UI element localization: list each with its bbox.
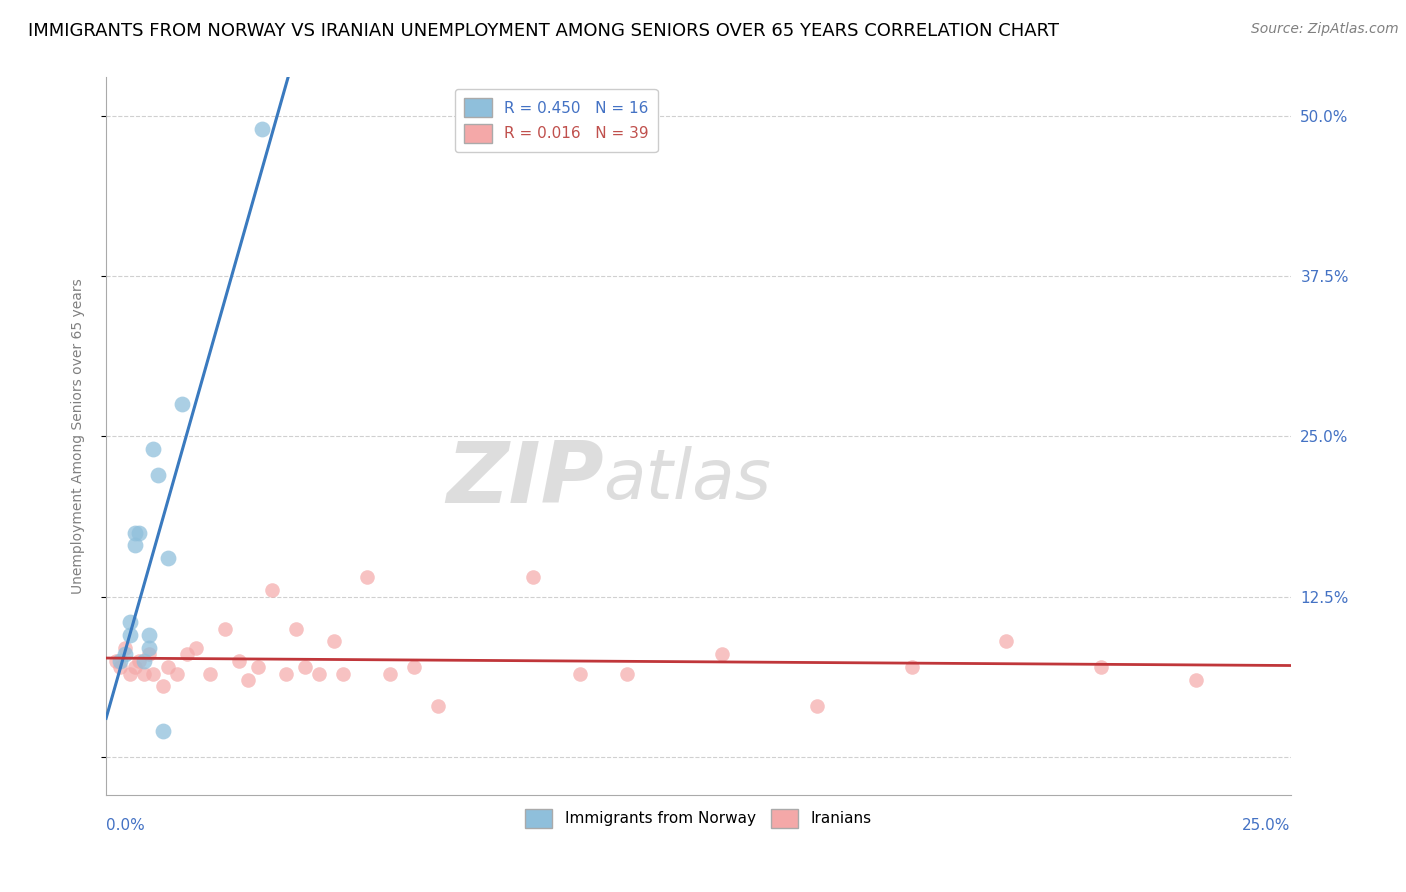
Point — [104, 654, 127, 668]
Point — [138, 640, 160, 655]
Point — [110, 660, 132, 674]
Point — [252, 121, 274, 136]
Point — [128, 654, 150, 668]
Point — [166, 666, 188, 681]
Text: 25.0%: 25.0% — [1243, 818, 1291, 833]
Point — [124, 525, 146, 540]
Point — [114, 648, 136, 662]
Point — [152, 724, 174, 739]
Text: ZIP: ZIP — [446, 438, 603, 521]
Text: atlas: atlas — [603, 446, 772, 513]
Point — [246, 660, 269, 674]
Point — [260, 583, 283, 598]
Point — [568, 666, 591, 681]
Legend: Immigrants from Norway, Iranians: Immigrants from Norway, Iranians — [519, 803, 877, 834]
Point — [142, 666, 165, 681]
Point — [138, 628, 160, 642]
Point — [184, 640, 207, 655]
Point — [124, 538, 146, 552]
Point — [308, 666, 330, 681]
Point — [995, 634, 1018, 648]
Point — [228, 654, 250, 668]
Point — [214, 622, 236, 636]
Text: Source: ZipAtlas.com: Source: ZipAtlas.com — [1251, 22, 1399, 37]
Point — [284, 622, 307, 636]
Point — [138, 648, 160, 662]
Point — [170, 397, 193, 411]
Point — [1185, 673, 1208, 687]
Text: IMMIGRANTS FROM NORWAY VS IRANIAN UNEMPLOYMENT AMONG SENIORS OVER 65 YEARS CORRE: IMMIGRANTS FROM NORWAY VS IRANIAN UNEMPL… — [28, 22, 1059, 40]
Point — [294, 660, 316, 674]
Point — [322, 634, 344, 648]
Point — [711, 648, 734, 662]
Point — [118, 615, 141, 630]
Point — [118, 628, 141, 642]
Point — [332, 666, 354, 681]
Point — [128, 525, 150, 540]
Point — [200, 666, 222, 681]
Point — [380, 666, 402, 681]
Point — [402, 660, 425, 674]
Point — [356, 570, 378, 584]
Point — [806, 698, 828, 713]
Point — [238, 673, 260, 687]
Point — [110, 654, 132, 668]
Point — [132, 654, 155, 668]
Point — [132, 666, 155, 681]
Point — [142, 442, 165, 457]
Point — [114, 640, 136, 655]
Text: 0.0%: 0.0% — [105, 818, 145, 833]
Point — [156, 551, 179, 566]
Point — [152, 679, 174, 693]
Y-axis label: Unemployment Among Seniors over 65 years: Unemployment Among Seniors over 65 years — [72, 278, 86, 594]
Point — [176, 648, 198, 662]
Point — [522, 570, 544, 584]
Point — [426, 698, 449, 713]
Point — [1090, 660, 1112, 674]
Point — [124, 660, 146, 674]
Point — [900, 660, 922, 674]
Point — [616, 666, 638, 681]
Point — [276, 666, 298, 681]
Point — [148, 467, 170, 482]
Point — [118, 666, 141, 681]
Point — [156, 660, 179, 674]
